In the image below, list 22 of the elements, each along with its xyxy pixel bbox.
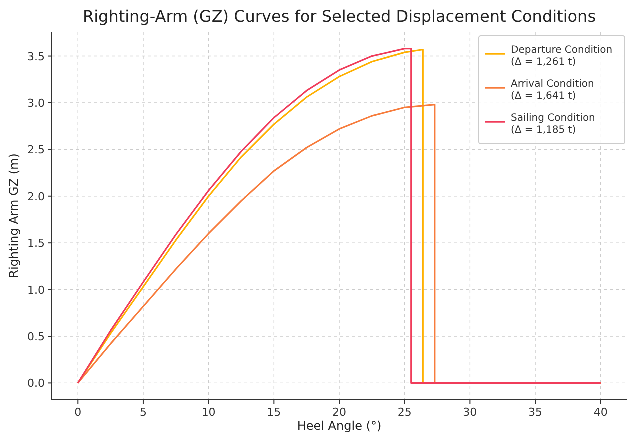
chart-title: Righting-Arm (GZ) Curves for Selected Displacement Conditions	[82, 7, 596, 26]
y-axis-title: Righting Arm GZ (m)	[7, 154, 21, 278]
x-tick-label: 20	[332, 406, 346, 419]
legend-label: Sailing Condition (Δ = 1,185 t)	[511, 113, 596, 136]
y-tick-label: 2.5	[28, 144, 45, 157]
x-tick-label: 35	[528, 406, 543, 419]
legend-label: Departure Condition (Δ = 1,261 t)	[511, 45, 613, 68]
x-tick-label: 30	[463, 406, 478, 419]
y-tick-label: 3.0	[28, 96, 45, 110]
x-tick-label: 25	[398, 406, 412, 419]
x-tick-label: 0	[74, 406, 82, 419]
y-tick-label: 1.5	[28, 237, 45, 250]
y-tick-label: 2.0	[28, 190, 45, 204]
y-tick-label: 0.5	[28, 330, 45, 344]
x-tick-label: 5	[140, 406, 147, 419]
legend-label: Arrival Condition (Δ = 1,641 t)	[511, 79, 594, 102]
y-tick-label: 3.5	[28, 50, 45, 64]
y-tick-label: 0.0	[28, 377, 45, 390]
x-tick-label: 10	[202, 406, 216, 419]
y-tick-label: 1.0	[28, 284, 45, 297]
x-tick-label: 15	[267, 406, 282, 419]
x-tick-label: 40	[594, 406, 608, 419]
